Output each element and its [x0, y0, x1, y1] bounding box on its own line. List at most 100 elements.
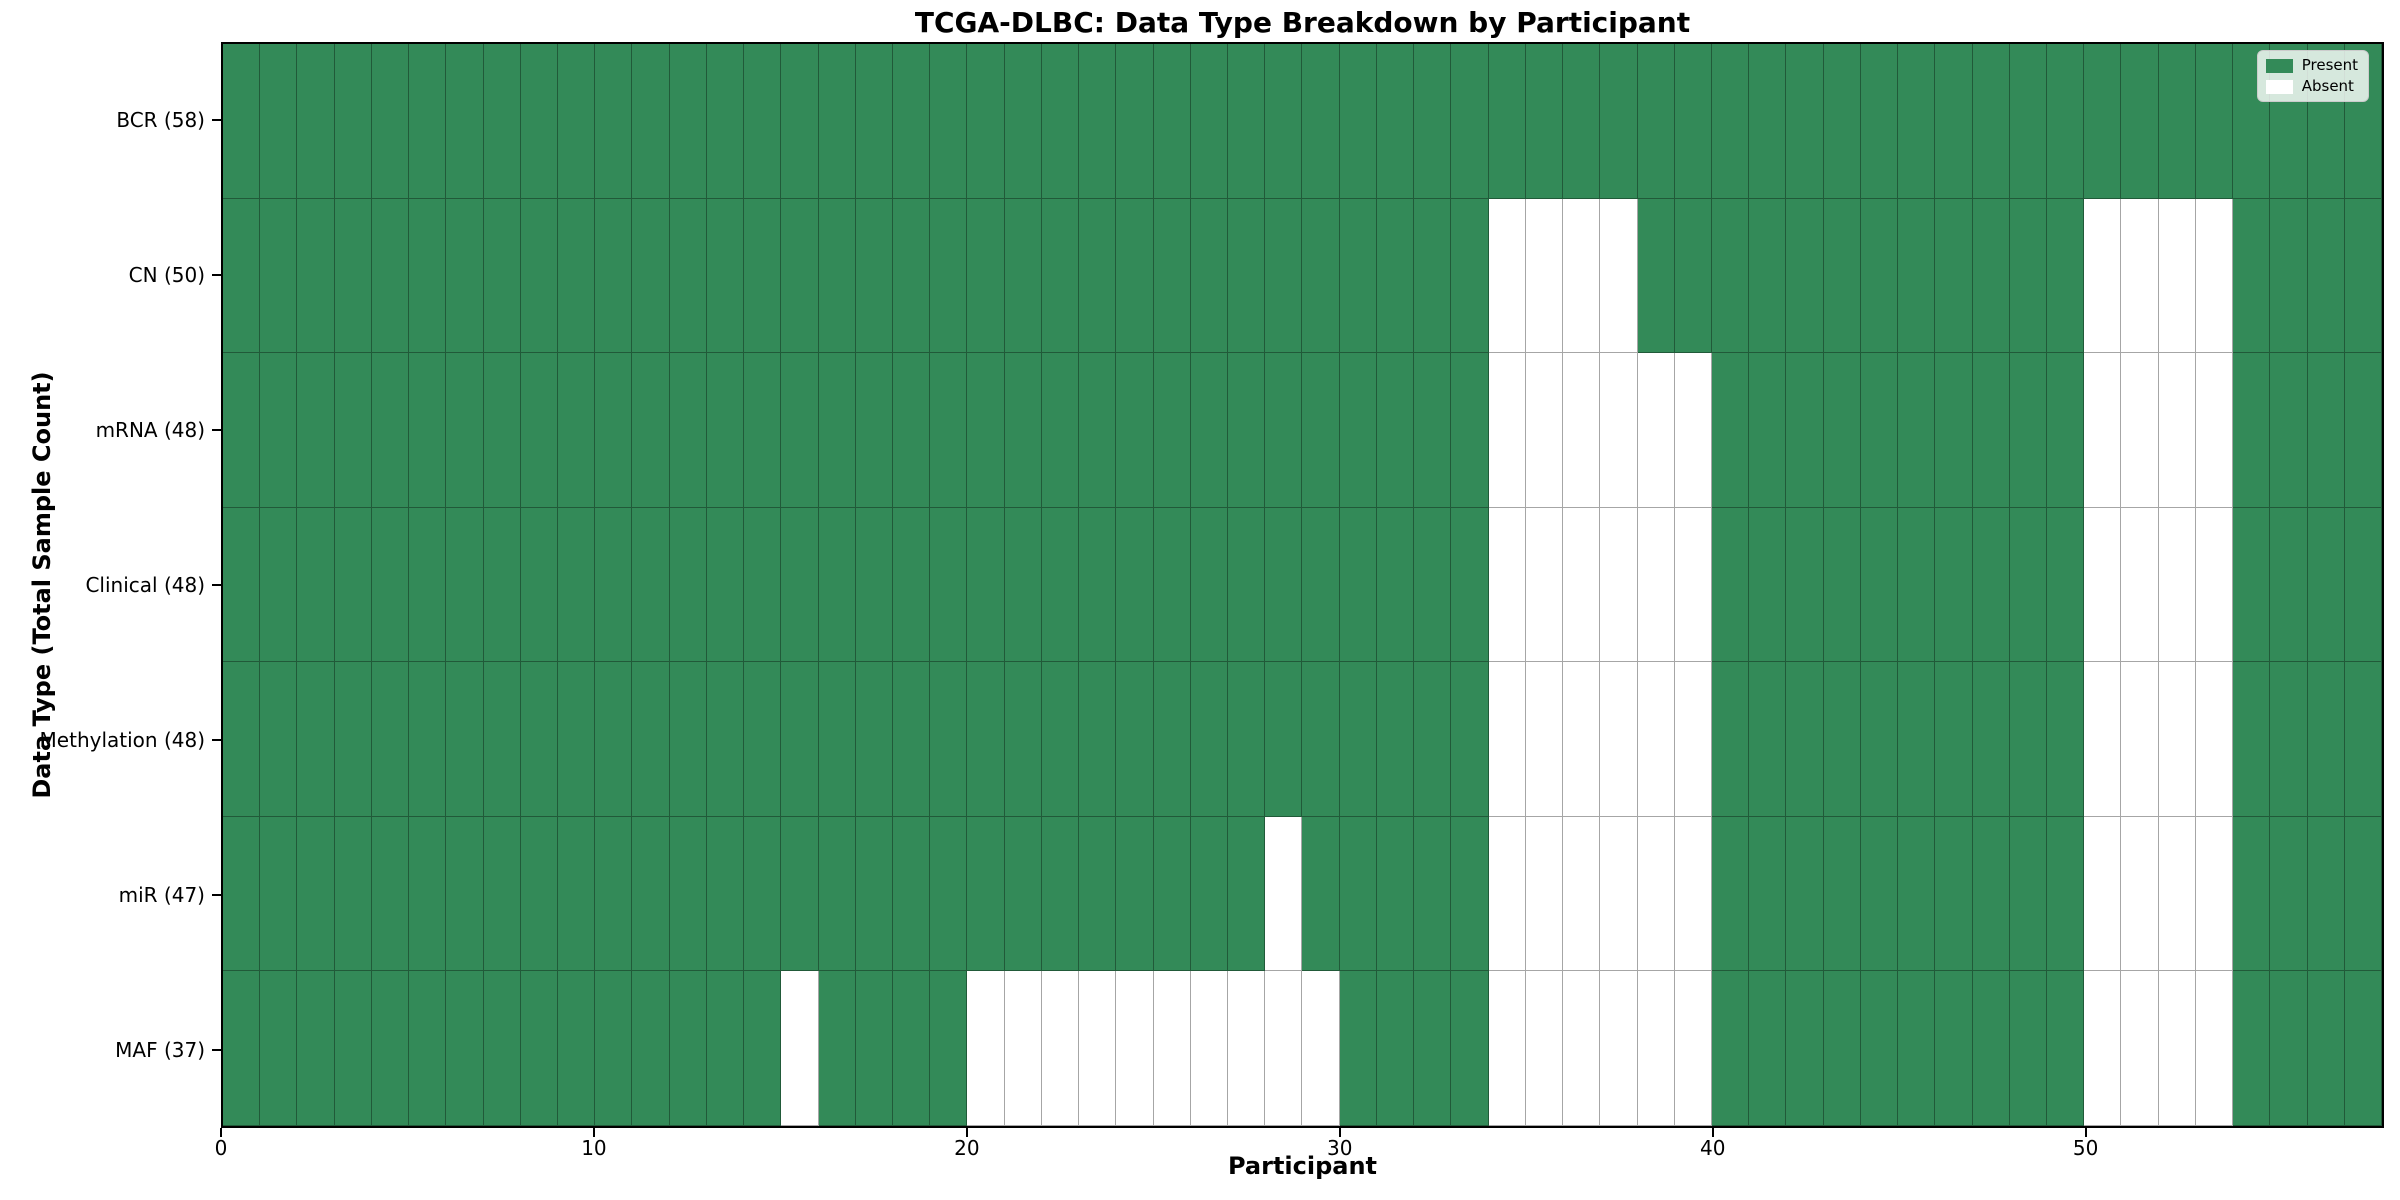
matrix-cell: [1525, 198, 1564, 354]
matrix-cell: [297, 816, 335, 972]
matrix-cell: [1525, 44, 1564, 199]
y-tick-mark: [212, 739, 221, 742]
matrix-cell: [558, 662, 596, 817]
matrix-cell: [632, 971, 670, 1126]
matrix-cell: [818, 44, 856, 199]
matrix-cell: [855, 971, 894, 1126]
matrix-cell: [558, 198, 596, 354]
matrix-cell: [2344, 971, 2382, 1126]
matrix-cell: [2121, 353, 2159, 508]
matrix-cell: [1079, 353, 1117, 508]
matrix-cell: [1674, 816, 1712, 972]
matrix-cell: [520, 662, 559, 817]
matrix-cell: [260, 971, 298, 1126]
matrix-cell: [2270, 816, 2308, 972]
matrix-cell: [1302, 662, 1340, 817]
matrix-cell: [744, 662, 782, 817]
matrix-cell: [669, 353, 707, 508]
matrix-cell: [1339, 507, 1377, 663]
matrix-cell: [1376, 816, 1415, 972]
legend-swatch: [2265, 58, 2293, 73]
legend-item: Present: [2265, 56, 2358, 74]
matrix-cell: [1041, 816, 1080, 972]
matrix-cell: [1860, 816, 1899, 972]
matrix-cell: [855, 507, 894, 663]
matrix-cell: [1860, 44, 1899, 199]
matrix-cell: [1898, 662, 1936, 817]
matrix-cell: [260, 507, 298, 663]
matrix-cell: [1116, 198, 1154, 354]
matrix-cell: [2158, 971, 2196, 1126]
matrix-cell: [558, 507, 596, 663]
matrix-cell: [1935, 971, 1973, 1126]
matrix-cell: [1153, 971, 1191, 1126]
matrix-cell: [2009, 44, 2047, 199]
matrix-cell: [781, 353, 819, 508]
matrix-cell: [2270, 507, 2308, 663]
matrix-cell: [1190, 198, 1229, 354]
matrix-cell: [371, 198, 410, 354]
matrix-cell: [2158, 198, 2196, 354]
matrix-cell: [1823, 44, 1861, 199]
matrix-cell: [744, 353, 782, 508]
matrix-cell: [781, 816, 819, 972]
matrix-cell: [1376, 198, 1415, 354]
matrix-cell: [930, 662, 968, 817]
matrix-cell: [260, 44, 298, 199]
matrix-cell: [818, 198, 856, 354]
matrix-cell: [855, 816, 894, 972]
matrix-cell: [669, 816, 707, 972]
matrix-cell: [1711, 353, 1750, 508]
matrix-cell: [1339, 353, 1377, 508]
legend: Present Absent: [2256, 50, 2369, 102]
chart-title: TCGA-DLBC: Data Type Breakdown by Partic…: [914, 6, 1691, 39]
matrix-cell: [706, 44, 745, 199]
matrix-cell: [2084, 507, 2122, 663]
matrix-cell: [558, 816, 596, 972]
matrix-cell: [1376, 971, 1415, 1126]
matrix-cell: [297, 198, 335, 354]
matrix-cell: [371, 816, 410, 972]
matrix-cell: [1972, 507, 2010, 663]
matrix-cell: [1525, 507, 1564, 663]
matrix-cell: [446, 353, 484, 508]
matrix-cell: [1525, 353, 1564, 508]
x-tick-mark: [1338, 1128, 1341, 1137]
matrix-cell: [1339, 662, 1377, 817]
matrix-cell: [2344, 662, 2382, 817]
matrix-cell: [2307, 353, 2345, 508]
plot-area: Present Absent: [221, 42, 2384, 1128]
matrix-cell: [781, 198, 819, 354]
matrix-cell: [371, 662, 410, 817]
matrix-cell: [632, 353, 670, 508]
matrix-cell: [1563, 44, 1601, 199]
x-tick-label: 50: [2072, 1136, 2099, 1160]
matrix-cell: [1228, 353, 1266, 508]
matrix-cell: [1823, 816, 1861, 972]
matrix-cell: [334, 507, 372, 663]
matrix-cell: [1004, 353, 1042, 508]
matrix-cell: [409, 353, 447, 508]
x-tick-label: 40: [1699, 1136, 1726, 1160]
matrix-cell: [893, 198, 931, 354]
matrix-cell: [1265, 816, 1303, 972]
matrix-cell: [1228, 662, 1266, 817]
matrix-cell: [2084, 971, 2122, 1126]
matrix-cell: [669, 44, 707, 199]
matrix-cell: [2046, 353, 2085, 508]
matrix-cell: [2307, 816, 2345, 972]
matrix-cell: [334, 353, 372, 508]
matrix-cell: [818, 353, 856, 508]
matrix-cell: [1414, 816, 1452, 972]
matrix-cell: [1041, 971, 1080, 1126]
matrix-cell: [1451, 662, 1489, 817]
matrix-cell: [223, 198, 261, 354]
legend-label: Present: [2301, 56, 2358, 74]
y-tick-mark: [212, 1049, 221, 1052]
matrix-cell: [1041, 507, 1080, 663]
matrix-cell: [1786, 971, 1824, 1126]
matrix-cell: [1079, 816, 1117, 972]
matrix-cell: [446, 816, 484, 972]
matrix-cell: [1414, 353, 1452, 508]
matrix-cell: [1004, 816, 1042, 972]
